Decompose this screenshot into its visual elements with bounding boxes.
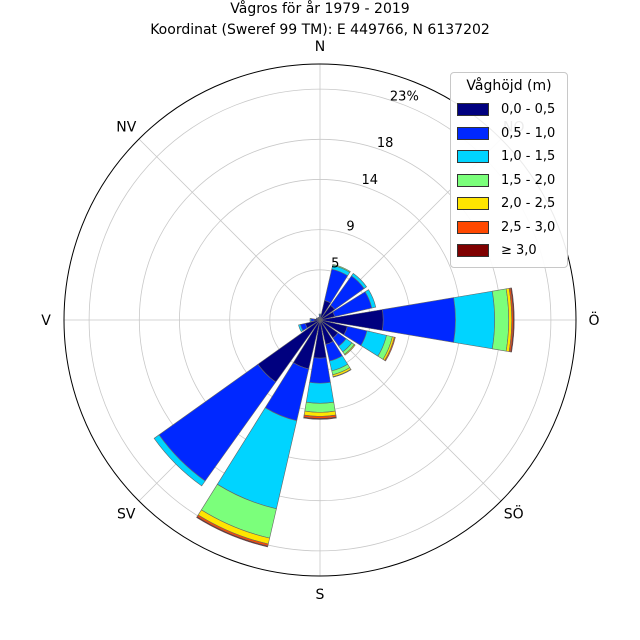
radial-tick-label-3: 14 [362, 173, 379, 188]
legend-label: 0,0 - 0,5 [501, 102, 556, 118]
legend-item: 1,0 - 1,5 [457, 145, 561, 169]
legend-swatch [457, 126, 489, 140]
legend-item: 0,0 - 0,5 [457, 98, 561, 122]
rose-segment-s6-b4 [344, 344, 356, 356]
rose-segment-s9-b6 [196, 516, 269, 548]
legend-swatch [457, 150, 489, 164]
legend-item: 2,0 - 2,5 [457, 192, 561, 216]
legend-item: ≥ 3,0 [457, 239, 561, 263]
legend-label: 0,5 - 1,0 [501, 125, 556, 141]
direction-label-S: S [316, 587, 325, 603]
rose-segment-s4-b2 [453, 290, 495, 350]
rose-segment-s8-b6 [303, 416, 337, 420]
legend-items: 0,0 - 0,5 0,5 - 1,0 1,0 - 1,5 1,5 - 2,0 2,0 … [457, 98, 561, 263]
chart-subtitle: Koordinat (Sweref 99 TM): E 449766, N 61… [150, 22, 490, 38]
rose-segment-s10-b2 [153, 434, 206, 487]
chart-title: Vågros för år 1979 - 2019 [230, 0, 409, 17]
legend-item: 1,5 - 2,0 [457, 169, 561, 193]
radial-tick-label-2: 9 [346, 220, 354, 235]
direction-label-Ö: Ö [588, 311, 599, 329]
legend-title: Våghöjd (m) [466, 78, 552, 94]
legend-label: ≥ 3,0 [501, 243, 537, 259]
legend-item: 0,5 - 1,0 [457, 122, 561, 146]
direction-label-NV: NV [116, 119, 136, 135]
legend-swatch [457, 220, 489, 234]
rose-segment-s4-b6 [510, 287, 515, 353]
legend-item: 2,5 - 3,0 [457, 216, 561, 240]
rose-segment-s15-b1 [317, 316, 320, 319]
direction-label-V: V [41, 313, 51, 329]
legend-label: 2,0 - 2,5 [501, 196, 556, 212]
rose-segment-s12-b2 [309, 317, 312, 323]
rose-segment-s8-b3 [304, 401, 336, 413]
direction-label-N: N [315, 39, 325, 55]
rose-segment-s3-b2 [364, 289, 377, 309]
legend-label: 2,5 - 3,0 [501, 219, 556, 235]
rose-segment-s13-b1 [315, 317, 318, 320]
rose-segment-s7-b5 [332, 368, 352, 378]
legend-swatch [457, 173, 489, 187]
rose-segment-s0-b2 [318, 313, 322, 316]
legend-label: 1,5 - 2,0 [501, 172, 556, 188]
legend-swatch [457, 197, 489, 211]
radial-tick-label-5: 23% [390, 90, 419, 105]
grid-spoke-8 [138, 138, 321, 321]
rose-bars [153, 263, 515, 548]
outer-circle [63, 63, 577, 577]
rose-segment-s5-b5 [384, 336, 396, 362]
radial-tick-labels: 5 9 14 18 23% [331, 90, 419, 272]
radial-tick-label-1: 5 [331, 257, 339, 272]
legend-label: 1,0 - 1,5 [501, 149, 556, 165]
legend-swatch [457, 103, 489, 117]
rose-segment-s11-b2 [298, 324, 304, 333]
rose-segment-s2-b2 [351, 272, 368, 289]
rose-segment-s8-b1 [309, 357, 331, 384]
rose-segment-s12-b1 [310, 318, 315, 322]
rose-segment-s4-b1 [382, 297, 456, 343]
rose-segment-s4-b3 [491, 288, 510, 352]
legend: Våghöjd (m) 0,0 - 0,5 0,5 - 1,0 1,0 - 1,5 1… [450, 72, 568, 268]
rose-segment-s8-b2 [305, 382, 335, 404]
legend-swatch [457, 244, 489, 258]
direction-label-SÖ: SÖ [504, 505, 524, 523]
direction-label-SV: SV [117, 507, 136, 523]
rose-segment-s1-b3 [332, 263, 351, 273]
radial-tick-label-4: 18 [377, 136, 394, 151]
